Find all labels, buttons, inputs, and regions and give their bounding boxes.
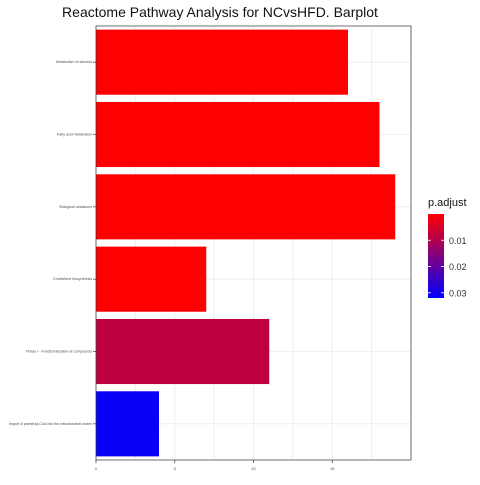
legend-tick-label: 0.02 bbox=[449, 262, 467, 272]
bar bbox=[96, 174, 396, 240]
y-tick-label: Biological oxidations bbox=[59, 205, 92, 209]
x-tick-label: 15 bbox=[330, 466, 335, 471]
bar bbox=[96, 318, 270, 385]
x-tick-label: 10 bbox=[251, 466, 256, 471]
bar bbox=[96, 246, 207, 312]
y-tick-label: Cholesterol biosynthesis bbox=[53, 277, 92, 281]
bar bbox=[96, 101, 380, 168]
x-tick-label: 5 bbox=[174, 466, 177, 471]
legend-tick-label: 0.01 bbox=[449, 236, 467, 246]
y-tick-label: Phase I - Functionalization of compounds bbox=[26, 350, 92, 354]
bar bbox=[96, 29, 348, 95]
bar bbox=[96, 391, 159, 457]
chart-title: Reactome Pathway Analysis for NCvsHFD. B… bbox=[62, 4, 378, 20]
legend-title: p.adjust bbox=[428, 197, 467, 209]
y-tick-label: Import of palmitoyl-CoA into the mitocho… bbox=[9, 422, 92, 426]
y-tick-label: Metabolism of steroids bbox=[56, 60, 92, 64]
y-tick-label: Fatty acid metabolism bbox=[57, 133, 92, 137]
legend-tick-label: 0.03 bbox=[449, 288, 467, 298]
x-tick-label: 0 bbox=[95, 466, 98, 471]
legend-colorbar bbox=[428, 214, 444, 298]
